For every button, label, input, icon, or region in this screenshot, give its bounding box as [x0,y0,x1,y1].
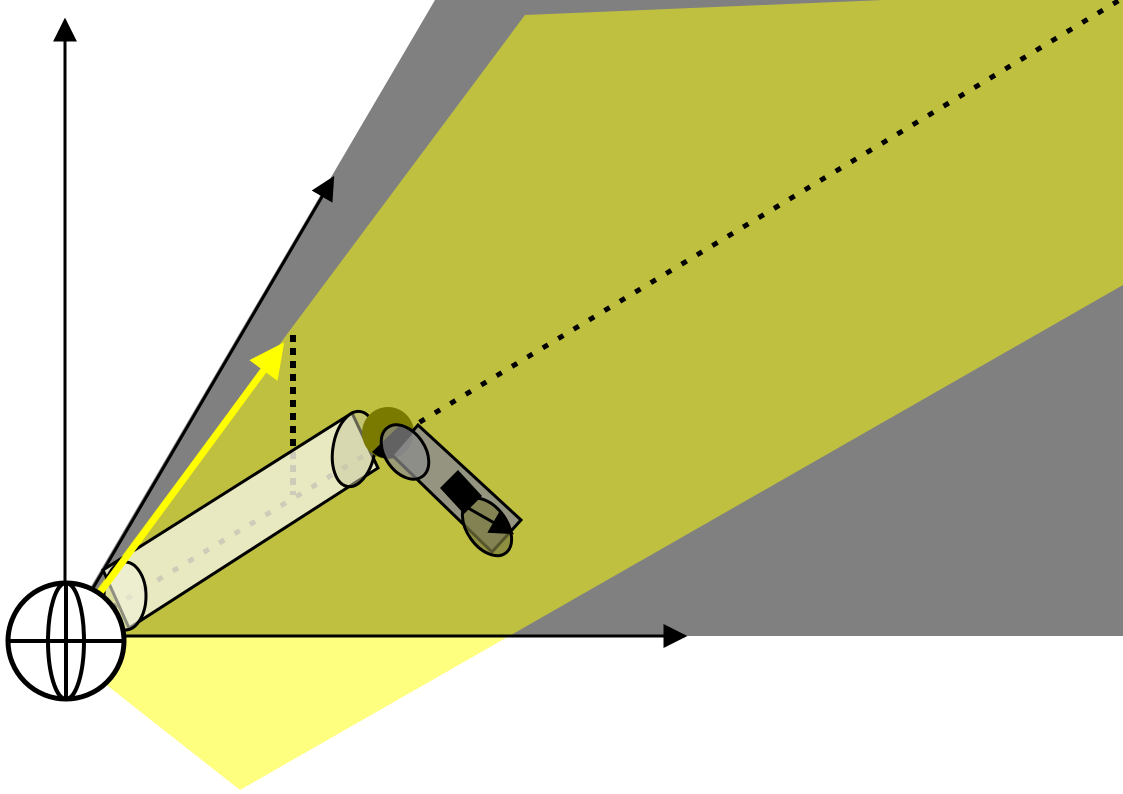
link-two-cylinder [379,422,524,558]
diagonal-axis [63,175,335,637]
globe-icon [5,580,127,702]
centerline-dotted [63,0,1123,639]
yellow-plane [62,0,1123,790]
normal-vector-arrow [65,342,285,639]
